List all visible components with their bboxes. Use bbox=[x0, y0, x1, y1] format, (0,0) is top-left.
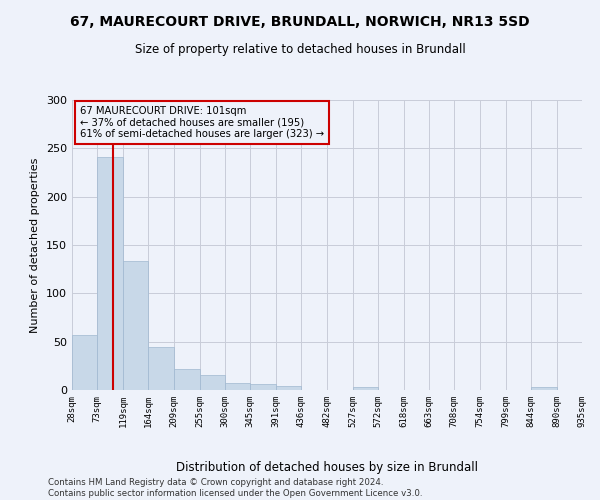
Text: Size of property relative to detached houses in Brundall: Size of property relative to detached ho… bbox=[134, 42, 466, 56]
Bar bbox=[531, 387, 557, 390]
Bar bbox=[174, 368, 200, 390]
Bar bbox=[148, 348, 174, 390]
Bar bbox=[72, 335, 97, 390]
Text: Contains HM Land Registry data © Crown copyright and database right 2024.
Contai: Contains HM Land Registry data © Crown c… bbox=[48, 478, 422, 498]
Bar bbox=[250, 384, 276, 390]
Bar bbox=[225, 383, 250, 390]
Bar bbox=[123, 262, 148, 390]
Text: 67, MAURECOURT DRIVE, BRUNDALL, NORWICH, NR13 5SD: 67, MAURECOURT DRIVE, BRUNDALL, NORWICH,… bbox=[70, 15, 530, 29]
Bar bbox=[353, 387, 378, 390]
Bar bbox=[200, 374, 225, 390]
Bar bbox=[276, 386, 301, 390]
Y-axis label: Number of detached properties: Number of detached properties bbox=[31, 158, 40, 332]
Bar bbox=[97, 157, 123, 390]
Text: 67 MAURECOURT DRIVE: 101sqm
← 37% of detached houses are smaller (195)
61% of se: 67 MAURECOURT DRIVE: 101sqm ← 37% of det… bbox=[80, 106, 324, 139]
Text: Distribution of detached houses by size in Brundall: Distribution of detached houses by size … bbox=[176, 461, 478, 474]
